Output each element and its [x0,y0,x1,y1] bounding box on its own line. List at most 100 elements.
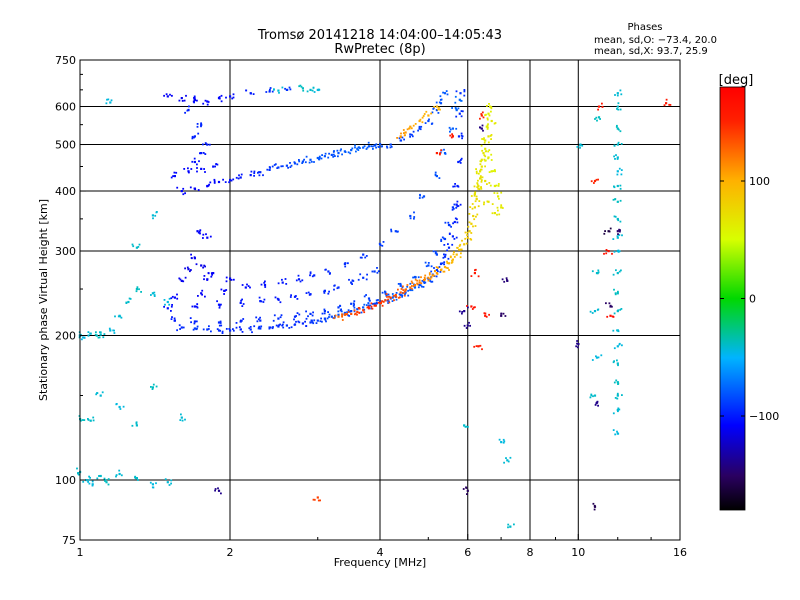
data-point [456,221,459,224]
data-point [344,265,347,268]
data-point [216,163,219,166]
data-point [388,301,391,304]
data-point [486,124,489,127]
data-point [613,185,615,188]
data-point [351,283,353,285]
data-point [356,147,359,150]
data-point [376,271,379,274]
data-point [308,161,311,164]
data-point [432,108,435,110]
data-point [309,293,312,296]
data-point [612,412,615,415]
data-point [394,293,397,297]
data-point [241,305,244,307]
data-point [170,176,173,179]
data-point [220,492,222,495]
data-point [413,216,416,218]
data-point [619,220,622,223]
data-point [309,312,312,315]
data-point [464,426,467,428]
data-point [454,95,457,98]
data-point [393,295,395,297]
data-point [482,138,485,141]
data-point [495,184,498,187]
data-point [193,257,196,260]
x-tick-label: 8 [527,546,534,559]
data-point [202,102,205,105]
data-point [616,156,619,159]
data-point [337,313,340,316]
data-point [406,128,409,131]
data-point [168,303,171,306]
data-point [488,114,491,117]
data-point [389,146,392,149]
data-point [480,144,483,147]
data-point [490,134,493,136]
data-point [447,262,451,265]
data-point [135,246,138,249]
data-point [463,94,466,97]
data-point [296,298,299,300]
data-point [193,305,196,308]
data-point [455,109,458,112]
data-point [98,475,100,477]
data-point [358,307,361,310]
data-point [477,179,479,182]
data-point [442,256,445,259]
data-point [217,303,221,306]
data-point [211,273,213,276]
data-point [282,326,285,329]
data-point [597,116,601,119]
data-point [513,523,515,526]
data-point [166,300,169,304]
data-point [341,315,343,318]
data-point [105,102,108,105]
data-point [460,159,462,161]
data-point [466,493,468,495]
data-point [318,155,321,158]
data-point [486,117,489,120]
data-point [206,328,209,331]
data-point [388,295,390,298]
data-point [191,305,194,308]
data-point [263,298,266,301]
data-point [316,496,319,499]
data-point [188,105,190,108]
data-point [196,325,199,328]
data-point [340,308,342,311]
data-point [615,379,618,382]
data-point [600,354,603,357]
data-point [412,285,415,287]
data-point [265,91,268,93]
data-point [309,271,312,274]
data-point [89,419,92,422]
data-point [287,166,289,169]
data-point [603,232,606,235]
data-point [417,276,420,279]
data-point [457,160,460,164]
data-point [120,474,123,477]
data-point [253,170,256,173]
data-point [422,280,425,283]
data-point [399,296,401,299]
data-point [435,105,438,108]
data-point [665,98,668,101]
data-point [463,89,466,91]
data-point [367,141,370,144]
data-point [616,236,619,239]
data-point [384,299,387,302]
data-point [616,329,618,332]
data-point [241,284,244,286]
data-point [616,272,619,275]
data-point [289,166,292,168]
data-point [176,293,178,296]
data-point [102,336,105,339]
data-point [313,498,316,501]
data-point [312,311,314,314]
data-point [199,229,202,232]
y-tick-label: 600 [55,101,76,114]
data-point [579,146,581,149]
data-point [366,146,369,149]
data-point [505,457,507,459]
data-point [337,286,340,289]
